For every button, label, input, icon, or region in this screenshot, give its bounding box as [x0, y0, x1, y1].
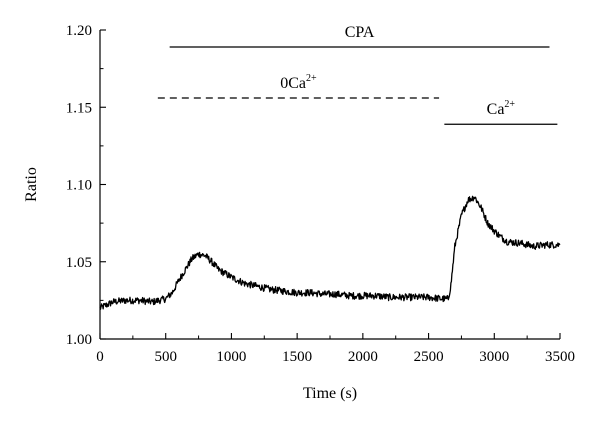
y-tick-label: 1.10	[66, 178, 92, 194]
y-tick-label: 1.15	[66, 100, 92, 116]
x-tick-label: 500	[154, 349, 177, 365]
y-tick-label: 1.20	[66, 23, 92, 39]
x-axis: 0 500 1000 1500 2000 2500 3000 3500	[96, 333, 575, 365]
cpa-label: CPA	[345, 24, 375, 41]
x-tick-label: 3500	[545, 349, 575, 365]
y-axis-title: Ratio	[23, 167, 40, 202]
x-tick-label: 2000	[348, 349, 378, 365]
y-tick-label: 1.05	[66, 255, 92, 271]
x-tick-label: 1000	[216, 349, 246, 365]
x-axis-title: Time (s)	[303, 385, 357, 402]
x-tick-label: 3000	[479, 349, 509, 365]
ratio-trace-line	[99, 195, 561, 310]
x-tick-label: 1500	[282, 349, 312, 365]
y-ticks: 1.00 1.05 1.10 1.15 1.20	[66, 23, 106, 348]
x-tick-label: 0	[96, 349, 104, 365]
x-ticks: 0 500 1000 1500 2000 2500 3000 3500	[96, 333, 575, 365]
x-tick-label: 2500	[414, 349, 444, 365]
y-axis: 1.00 1.05 1.10 1.15 1.20	[66, 23, 106, 348]
plot-area	[99, 195, 561, 310]
y-tick-label: 1.00	[66, 332, 92, 348]
